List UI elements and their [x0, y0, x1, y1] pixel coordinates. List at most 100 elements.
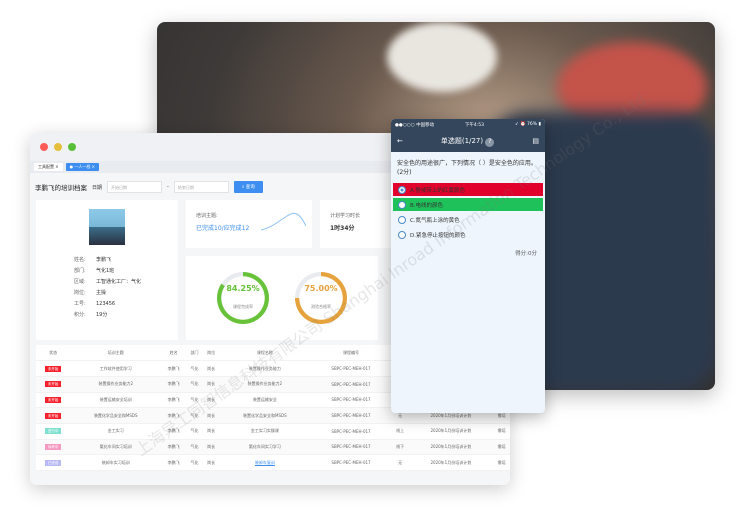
- table-cell: 需培: [493, 423, 510, 440]
- profile-field: 姓名: 李鹏飞: [74, 257, 112, 263]
- theme-card: 培训主题: 已完成10/应完成12: [186, 200, 312, 248]
- rings-card: 84.25% 课程完成率 75.00% 测验合格率: [186, 256, 378, 340]
- start-date-input[interactable]: 开始日期: [107, 181, 163, 193]
- table-cell: 气化: [186, 423, 203, 440]
- table-cell: 李鹏飞: [161, 439, 187, 456]
- table-cell[interactable]: 装卸车复训: [219, 454, 311, 471]
- profile-field: 岗位: 主操: [74, 290, 107, 296]
- column-header[interactable]: 状态: [36, 345, 71, 362]
- pass-rate-ring: 75.00% 测验合格率: [295, 272, 347, 324]
- table-row[interactable]: 待考中 氨化车间实习培训 李鹏飞 气化 岗长 氨化车间实习学习 SBPC-PEC-MEH-0…: [36, 439, 510, 456]
- column-header[interactable]: 课程名称: [219, 345, 311, 362]
- profile-field: 工号: 123456: [74, 301, 116, 307]
- table-cell: 岗长: [202, 454, 220, 471]
- table-cell: SBPC-PEC-MEH-017: [310, 423, 392, 440]
- table-cell: 气化: [186, 376, 203, 393]
- table-cell: 需培: [493, 454, 510, 471]
- table-cell: 金工实习实操课: [219, 423, 311, 440]
- table-cell: 气化: [186, 439, 203, 456]
- date-label: 日期: [92, 184, 103, 191]
- radio-icon[interactable]: [398, 185, 406, 194]
- answer-sheet-icon[interactable]: ▤: [532, 137, 539, 145]
- status-badge: 进行中: [44, 428, 62, 435]
- column-header[interactable]: 培训主题: [70, 345, 162, 362]
- minimize-dot[interactable]: [54, 143, 62, 151]
- answer-option[interactable]: C.氮气瓶上涂的黄色: [393, 213, 543, 226]
- table-cell: 李鹏飞: [161, 407, 187, 424]
- answer-option[interactable]: A.警戒带上的红黄颜色: [393, 183, 543, 196]
- column-header[interactable]: 部门: [186, 345, 203, 362]
- status-badge: 待考中: [44, 443, 62, 450]
- table-cell: 气化: [186, 360, 203, 377]
- table-cell: 装置操作业务能力: [219, 360, 311, 377]
- end-date-input[interactable]: 结束日期: [173, 181, 229, 193]
- status-badge: 未开始: [44, 396, 62, 403]
- table-cell: 金工实习: [70, 423, 162, 440]
- back-arrow-icon[interactable]: ←: [397, 137, 403, 145]
- mobile-quiz: ●●○○○ 中国移动 下午4:53 ➶ ⏰ 76% ▮ ← 单选题(1/27) ? ▤ …: [391, 119, 545, 413]
- query-button[interactable]: ⌕ 查询: [233, 181, 263, 193]
- radio-icon[interactable]: [398, 230, 406, 239]
- table-cell: 无: [391, 454, 409, 471]
- table-cell: 李鹏飞: [161, 376, 187, 393]
- profile-field: 部门: 气化1班: [74, 268, 115, 274]
- table-cell: 岗长: [202, 392, 220, 409]
- tab-archive[interactable]: ● 一人一档 ×: [65, 163, 100, 171]
- table-cell: 2020年1月份培训计划: [408, 454, 494, 471]
- table-cell: 线上: [391, 423, 409, 440]
- table-cell: 装置化学品安全和MSDS: [219, 407, 311, 424]
- profile-field: 积分: 19分: [74, 312, 108, 318]
- question-text: 安全色的用途很广，下列情况（ ）是安全色的应用。(2分): [397, 160, 537, 176]
- help-icon[interactable]: ?: [485, 137, 495, 147]
- page-title: 李鹏飞的培训档案: [35, 184, 87, 192]
- column-header[interactable]: 岗位: [202, 345, 220, 362]
- status-badge: 未开始: [44, 365, 62, 372]
- table-row[interactable]: 进行中 金工实习 李鹏飞 气化 岗长 金工实习实操课 SBPC-PEC-MEH-017 线上 2…: [36, 423, 510, 440]
- table-cell: 装卸车实习培训: [70, 454, 162, 471]
- table-cell: 氨化车间实习培训: [70, 439, 162, 456]
- profile-field: 区域: 工智通化工厂：气化: [74, 279, 142, 285]
- table-cell: 装置运输安全培训: [70, 392, 162, 409]
- radio-icon[interactable]: [398, 215, 406, 224]
- table-cell: 李鹏飞: [161, 423, 187, 440]
- table-cell: SBPC-PEC-MEH-017: [310, 360, 392, 377]
- table-cell: 李鹏飞: [161, 392, 187, 409]
- status-badge: 未开始: [44, 381, 62, 388]
- tab-tool-config[interactable]: 工具配置 ×: [34, 163, 63, 171]
- table-cell: SBPC-PEC-MEH-017: [310, 439, 392, 456]
- table-cell: 线下: [391, 439, 409, 456]
- table-cell: SBPC-PEC-MEH-017: [310, 407, 392, 424]
- table-cell: 李鹏飞: [161, 360, 187, 377]
- table-cell: SBPC-PEC-MEH-017: [310, 454, 392, 471]
- close-dot[interactable]: [40, 143, 48, 151]
- table-cell: 气化: [186, 407, 203, 424]
- table-row[interactable]: 已完成 装卸车实习培训 李鹏飞 气化 岗长 装卸车复训 SBPC-PEC-MEH-017 无 2…: [36, 454, 510, 471]
- avatar: [89, 209, 125, 245]
- sparkline: [261, 212, 306, 231]
- table-cell: 需培: [493, 439, 510, 456]
- table-cell: 2020年1月份培训计划: [408, 439, 494, 456]
- column-header[interactable]: 姓名: [161, 345, 187, 362]
- table-cell: 岗长: [202, 407, 220, 424]
- table-cell: 岗长: [202, 376, 220, 393]
- answer-option[interactable]: B.电线的颜色: [393, 198, 543, 211]
- completion-ring: 84.25% 课程完成率: [217, 272, 269, 324]
- answer-option[interactable]: D.紧急停止按钮的颜色: [393, 228, 543, 241]
- status-badge: 已完成: [44, 459, 62, 466]
- table-cell: 岗长: [202, 423, 220, 440]
- table-cell: 岗长: [202, 439, 220, 456]
- table-cell: SBPC-PEC-MEH-017: [310, 376, 392, 393]
- column-header[interactable]: 课程编号: [310, 345, 392, 362]
- table-cell: SBPC-PEC-MEH-017: [310, 392, 392, 409]
- profile-card: 姓名: 李鹏飞 部门: 气化1班区域: 工智通化工厂：气化 岗位: 主操工号: 123456 积…: [36, 200, 178, 340]
- table-cell: 岗长: [202, 360, 220, 377]
- table-cell: 装置操作业务能力2: [70, 376, 162, 393]
- table-cell: 装置化学品安全和MSDS: [70, 407, 162, 424]
- maximize-dot[interactable]: [68, 143, 76, 151]
- table-cell: 装置操作业务能力2: [219, 376, 311, 393]
- table-cell: 氨化车间实习学习: [219, 439, 311, 456]
- radio-icon[interactable]: [398, 200, 406, 209]
- desktop-window: 工具配置 × ● 一人一档 × 李鹏飞的培训档案 日期 开始日期 - 结束日期 …: [30, 133, 510, 485]
- table-cell: 李鹏飞: [161, 454, 187, 471]
- table-cell: 工作软件使用学习: [70, 360, 162, 377]
